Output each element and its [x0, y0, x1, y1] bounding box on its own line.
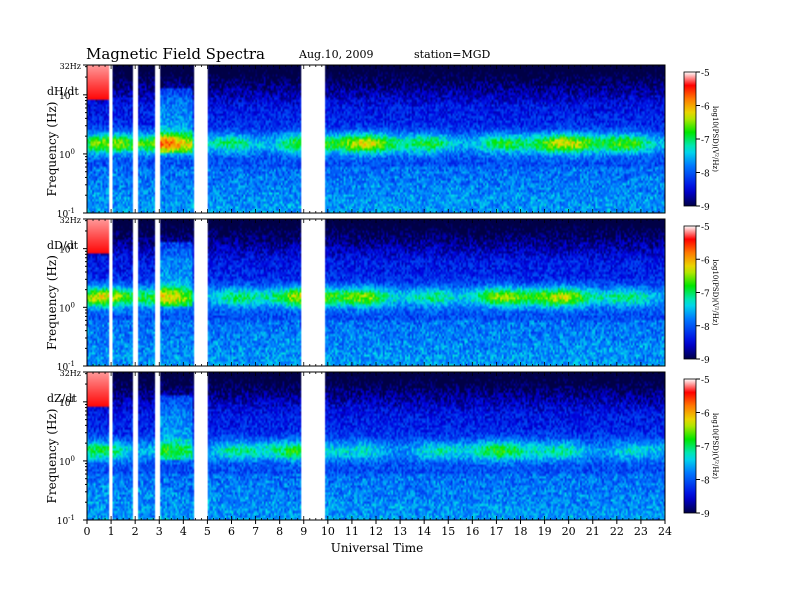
date-label: Aug.10, 2009 [298, 48, 374, 61]
x-tick-label: 11 [345, 525, 359, 538]
x-tick-label: 1 [108, 525, 115, 538]
colorbar-scale [683, 71, 697, 207]
spectrogram-image [87, 372, 665, 520]
y-tick-label: 32Hz [60, 62, 81, 71]
station-label: station=MGD [414, 48, 491, 61]
x-tick-label: 3 [156, 525, 163, 538]
y-tick-exponent: 0 [71, 148, 75, 156]
x-tick-label: 14 [417, 525, 431, 538]
colorbar-tick-label: -6 [701, 410, 710, 420]
y-tick-exponent: -1 [68, 360, 75, 368]
colorbar-tick-label: -8 [701, 477, 710, 487]
colorbar-tick-label: -7 [701, 443, 710, 453]
y-axis-label: Frequency (Hz) [45, 102, 59, 197]
colorbar-tick-label: -9 [701, 356, 710, 366]
y-tick-label: 100 [59, 455, 75, 468]
y-tick-label: 32Hz [60, 369, 81, 378]
y-tick-label: 100 [59, 148, 75, 161]
colorbar-tick-label: -5 [701, 69, 710, 79]
y-tick-exponent: -1 [68, 514, 75, 522]
colorbar-tick-label: -5 [701, 223, 710, 233]
x-tick-label: 21 [586, 525, 600, 538]
x-tick-label: 7 [252, 525, 259, 538]
spectrogram-image [87, 219, 665, 366]
x-tick-label: 12 [369, 525, 383, 538]
x-tick-label: 15 [441, 525, 455, 538]
colorbar: -5 -6 -7 -8 -9 log10(PSD)(V²/Hz) [683, 376, 719, 520]
x-tick-label: 0 [84, 525, 91, 538]
colorbar-tick-label: -7 [701, 136, 710, 146]
y-axis-label: Frequency (Hz) [45, 409, 59, 504]
y-tick-exponent: 1 [71, 396, 75, 404]
colorbar-tick-label: -8 [701, 170, 710, 180]
colorbar-scale [683, 225, 697, 360]
x-tick-label: 24 [658, 525, 672, 538]
y-tick-exponent: 0 [71, 455, 75, 463]
x-tick-label: 22 [610, 525, 624, 538]
panel-label: dH/dt [47, 85, 79, 98]
x-tick-label: 4 [180, 525, 187, 538]
colorbar: -5 -6 -7 -8 -9 log10(PSD)(V²/Hz) [683, 69, 719, 213]
colorbar-tick-label: -9 [701, 510, 710, 520]
x-tick-label: 16 [465, 525, 479, 538]
y-axis-label: Frequency (Hz) [45, 255, 59, 350]
colorbar-tick-label: -6 [701, 256, 710, 266]
x-tick-label: 8 [276, 525, 283, 538]
colorbar-tick-label: -9 [701, 203, 710, 213]
x-tick-label: 2 [132, 525, 139, 538]
x-tick-label: 20 [562, 525, 576, 538]
x-tick-label: 9 [300, 525, 307, 538]
colorbar-label: log10(PSD)(V²/Hz) [711, 413, 719, 479]
spectrogram-image [87, 65, 665, 213]
time-axis: 0 1 2 3 4 5 6 7 8 9 10 11 12 13 14 15 16 17 18 19 20 21 22 23 24 [84, 520, 672, 538]
panel-label: dD/dt [47, 239, 79, 252]
y-tick-exponent: 0 [71, 301, 75, 309]
figure-title: Magnetic Field Spectra [86, 45, 265, 63]
panel-label: dZ/dt [47, 392, 77, 405]
x-tick-label: 19 [538, 525, 552, 538]
x-tick-label: 23 [634, 525, 648, 538]
x-axis-label: Universal Time [331, 541, 424, 555]
x-tick-label: 10 [321, 525, 335, 538]
x-tick-label: 5 [204, 525, 211, 538]
colorbar-tick-label: -5 [701, 376, 710, 386]
y-tick-exponent: 1 [71, 243, 75, 251]
y-tick-exponent: -1 [68, 207, 75, 215]
colorbar-scale [683, 378, 697, 514]
y-tick-label: 32Hz [60, 216, 81, 225]
y-tick-label: 10-1 [57, 514, 75, 527]
colorbar-tick-label: -6 [701, 103, 710, 113]
colorbar-label: log10(PSD)(V²/Hz) [711, 106, 719, 172]
colorbar: -5 -6 -7 -8 -9 log10(PSD)(V²/Hz) [683, 223, 719, 366]
x-tick-label: 13 [393, 525, 407, 538]
x-tick-label: 17 [489, 525, 503, 538]
x-tick-label: 6 [228, 525, 235, 538]
colorbar-tick-label: -7 [701, 290, 710, 300]
colorbar-label: log10(PSD)(V²/Hz) [711, 260, 719, 326]
x-tick-label: 18 [514, 525, 528, 538]
y-tick-label: 100 [59, 301, 75, 314]
colorbar-tick-label: -8 [701, 323, 710, 333]
y-tick-exponent: 1 [71, 89, 75, 97]
